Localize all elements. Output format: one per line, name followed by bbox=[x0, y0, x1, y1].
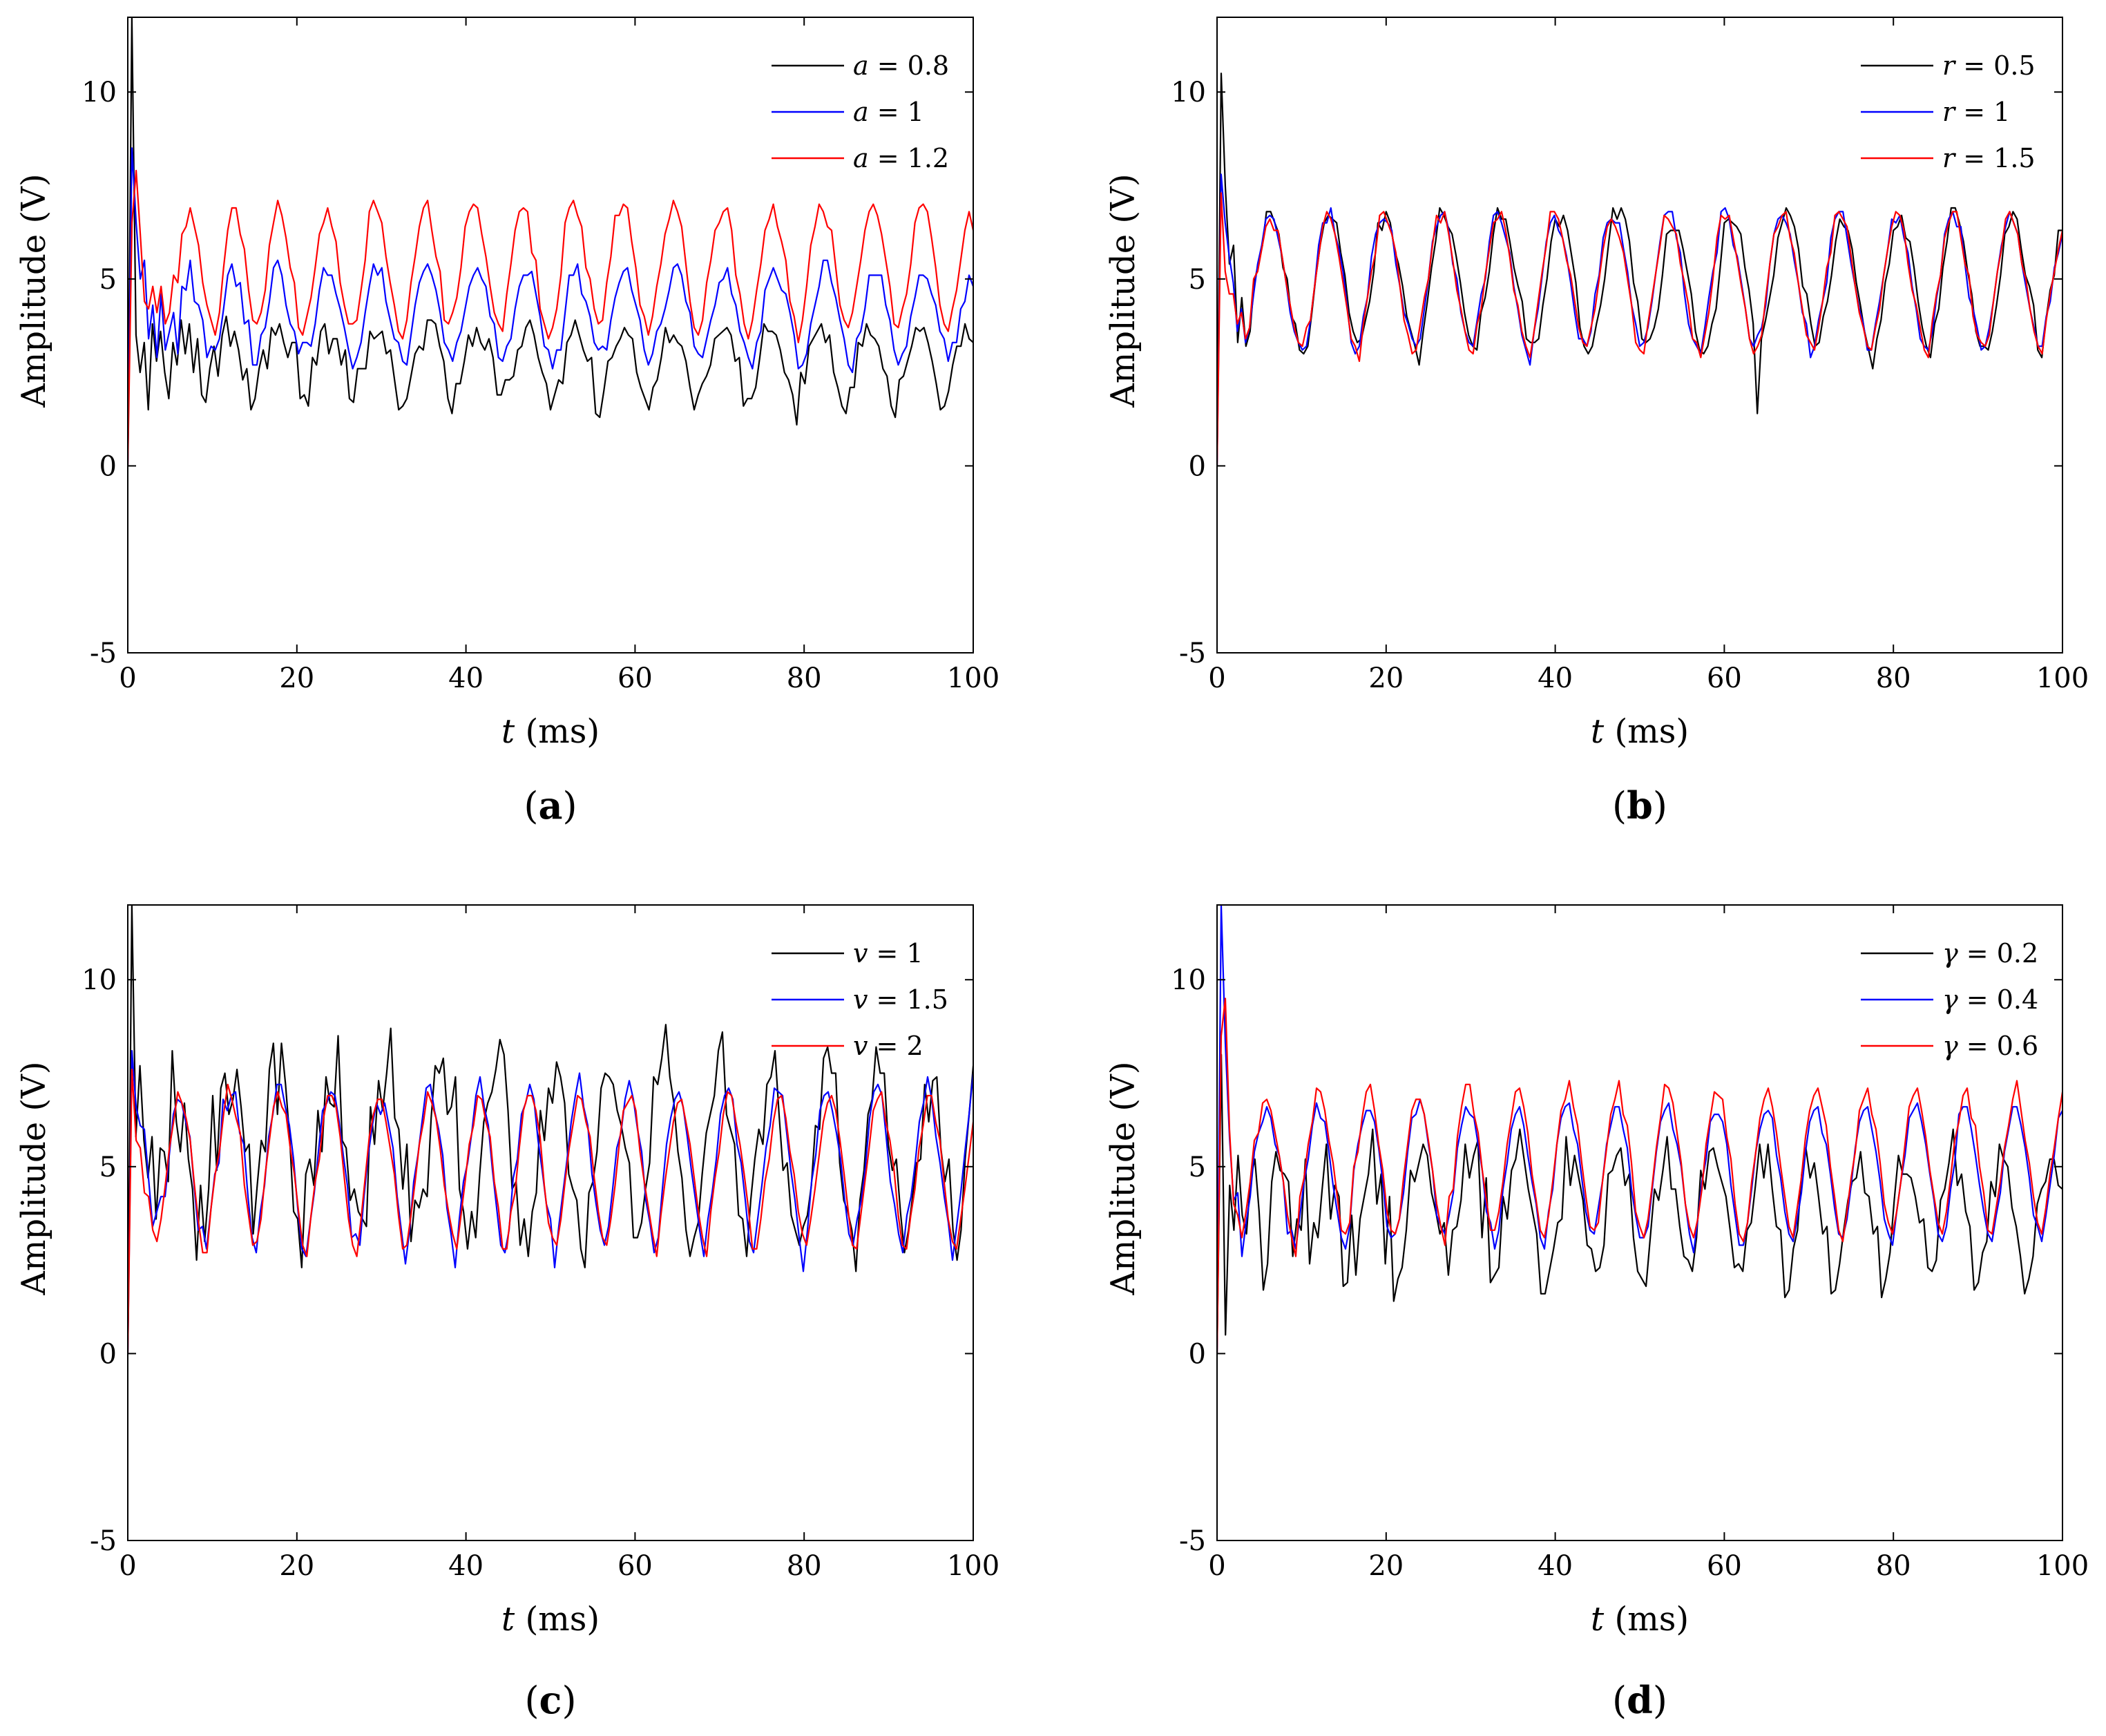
y-axis-label: Amplitude (V) bbox=[1104, 1061, 1142, 1295]
x-tick-label: 60 bbox=[1707, 1550, 1742, 1582]
series-line-3 bbox=[1217, 998, 2062, 1354]
axes-frame bbox=[1216, 904, 2063, 1541]
series-line-1 bbox=[128, 17, 973, 466]
x-tick-label: 60 bbox=[618, 662, 653, 694]
y-tick-label: 5 bbox=[1189, 264, 1206, 296]
y-tick-label: 10 bbox=[82, 77, 117, 108]
x-tick-label: 80 bbox=[1876, 1550, 1911, 1582]
legend-label: a = 1.2 bbox=[853, 143, 949, 173]
x-tick-label: 100 bbox=[947, 662, 999, 694]
legend-label: r = 1.5 bbox=[1942, 143, 2036, 173]
series-line-2 bbox=[128, 1049, 973, 1354]
y-tick-label: 0 bbox=[1189, 450, 1206, 482]
legend-label: a = 1 bbox=[853, 97, 924, 127]
series-line-1 bbox=[1217, 73, 2062, 466]
x-tick-label: 100 bbox=[947, 1550, 999, 1582]
legend-label: r = 1 bbox=[1942, 97, 2010, 127]
x-tick-label: 80 bbox=[787, 1550, 822, 1582]
y-tick-label: 5 bbox=[99, 264, 117, 296]
x-tick-label: 20 bbox=[1368, 1550, 1404, 1582]
panel-label: (b) bbox=[1612, 783, 1667, 828]
x-tick-label: 60 bbox=[1707, 662, 1742, 694]
y-tick-label: 10 bbox=[1171, 964, 1206, 996]
series-line-1 bbox=[1217, 1053, 2062, 1354]
panel-label: (a) bbox=[524, 783, 577, 828]
axes-frame bbox=[1216, 17, 2063, 654]
legend-label: γ = 0.4 bbox=[1942, 984, 2038, 1015]
x-tick-label: 0 bbox=[1208, 662, 1225, 694]
x-tick-label: 60 bbox=[618, 1550, 653, 1582]
legend-label: γ = 0.6 bbox=[1942, 1031, 2038, 1061]
plot-area bbox=[128, 905, 973, 1354]
series-line-2 bbox=[128, 147, 973, 466]
series-line-1 bbox=[128, 905, 973, 1354]
y-tick-label: 10 bbox=[82, 964, 117, 996]
x-tick-label: 100 bbox=[2036, 1550, 2089, 1582]
legend-label: a = 0.8 bbox=[853, 50, 949, 81]
plot-area bbox=[128, 17, 973, 466]
x-tick-label: 20 bbox=[279, 1550, 314, 1582]
y-tick-label: 5 bbox=[1189, 1152, 1206, 1183]
panel-label: (c) bbox=[524, 1678, 576, 1722]
plot-area bbox=[1217, 905, 2062, 1354]
x-axis-label: t (ms) bbox=[1591, 712, 1689, 751]
x-tick-label: 20 bbox=[1368, 662, 1404, 694]
y-tick-label: -5 bbox=[1179, 638, 1206, 669]
y-tick-label: 10 bbox=[1171, 77, 1206, 108]
series-line-3 bbox=[128, 169, 973, 466]
y-tick-label: -5 bbox=[1179, 1525, 1206, 1557]
axes-frame bbox=[127, 904, 974, 1541]
x-axis-label: t (ms) bbox=[501, 712, 600, 751]
series-line-2 bbox=[1217, 905, 2062, 1354]
series-line-2 bbox=[1217, 173, 2062, 466]
x-tick-label: 80 bbox=[1876, 662, 1911, 694]
y-axis-label: Amplitude (V) bbox=[15, 173, 53, 408]
y-tick-label: -5 bbox=[90, 638, 117, 669]
legend-label: r = 0.5 bbox=[1942, 50, 2036, 81]
x-tick-label: 0 bbox=[1208, 1550, 1225, 1582]
y-axis-label: Amplitude (V) bbox=[15, 1061, 53, 1295]
y-tick-label: 0 bbox=[99, 450, 117, 482]
x-tick-label: 20 bbox=[279, 662, 314, 694]
y-axis-label: Amplitude (V) bbox=[1104, 173, 1142, 408]
y-tick-label: 5 bbox=[99, 1152, 117, 1183]
x-tick-label: 80 bbox=[787, 662, 822, 694]
series-line-3 bbox=[128, 1068, 973, 1354]
legend-label: v = 1.5 bbox=[853, 984, 948, 1015]
axes-frame bbox=[127, 17, 974, 654]
series-line-3 bbox=[1217, 192, 2062, 466]
x-tick-label: 40 bbox=[1538, 662, 1573, 694]
x-tick-label: 0 bbox=[119, 662, 136, 694]
x-tick-label: 40 bbox=[1538, 1550, 1573, 1582]
y-tick-label: 0 bbox=[1189, 1338, 1206, 1370]
legend-label: γ = 0.2 bbox=[1942, 938, 2038, 969]
x-tick-label: 40 bbox=[448, 662, 484, 694]
x-axis-label: t (ms) bbox=[501, 1600, 600, 1639]
y-tick-label: -5 bbox=[90, 1525, 117, 1557]
x-tick-label: 40 bbox=[448, 1550, 484, 1582]
x-axis-label: t (ms) bbox=[1591, 1600, 1689, 1639]
legend-label: v = 2 bbox=[853, 1031, 923, 1061]
panel-label: (d) bbox=[1612, 1678, 1667, 1722]
y-tick-label: 0 bbox=[99, 1338, 117, 1370]
legend-label: v = 1 bbox=[853, 938, 923, 969]
plot-area bbox=[1217, 73, 2062, 466]
x-tick-label: 0 bbox=[119, 1550, 136, 1582]
x-tick-label: 100 bbox=[2036, 662, 2089, 694]
